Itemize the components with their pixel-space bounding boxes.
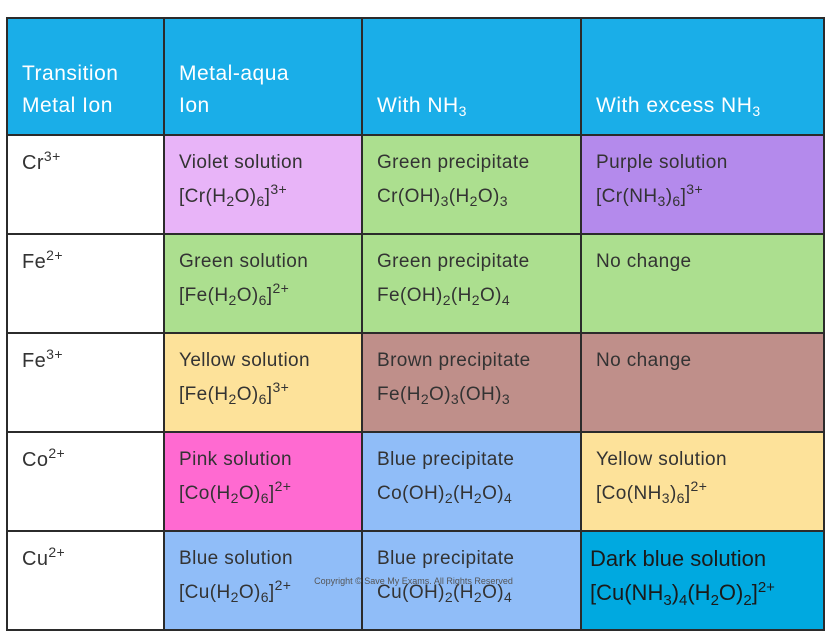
metal-ion: Cu2+ — [22, 544, 66, 570]
excess-cell: No change — [580, 332, 825, 433]
observation: Blue precipitate — [377, 449, 515, 470]
complex-formula: [Co(NH3)6]2+ — [596, 478, 708, 507]
complex-formula: Cr(OH)3(H2O)3 — [377, 186, 508, 210]
excess-cell: No change — [580, 233, 825, 334]
nh3-cell: Brown precipitate Fe(H2O)3(OH)3 — [361, 332, 582, 433]
excess-cell: Yellow solution [Co(NH3)6]2+ — [580, 431, 825, 532]
metal-ion-cell: Fe2+ — [6, 233, 165, 334]
complex-formula: [Co(H2O)6]2+ — [179, 478, 292, 507]
observation: Purple solution — [596, 152, 728, 173]
observation: No change — [596, 350, 692, 371]
metal-ion-cell: Fe3+ — [6, 332, 165, 433]
excess-cell: Purple solution [Cr(NH3)6]3+ — [580, 134, 825, 235]
complex-formula: [Cr(H2O)6]3+ — [179, 181, 288, 210]
observation: Green solution — [179, 251, 309, 272]
observation: Green precipitate — [377, 251, 530, 272]
metal-ion: Fe3+ — [22, 346, 63, 372]
complex-formula: [Fe(H2O)6]2+ — [179, 280, 290, 309]
header-text: With excess NH3 — [596, 94, 761, 120]
observation: Brown precipitate — [377, 350, 531, 371]
metal-ion: Fe2+ — [22, 247, 63, 273]
header-line: Ion — [179, 94, 210, 117]
observation: Green precipitate — [377, 152, 530, 173]
metal-ion: Co2+ — [22, 445, 66, 471]
complex-formula: [Cr(NH3)6]3+ — [596, 181, 704, 210]
complex-formula: Co(OH)2(H2O)4 — [377, 483, 513, 507]
metal-ion: Cr3+ — [22, 148, 61, 174]
aqua-cell: Violet solution [Cr(H2O)6]3+ — [163, 134, 363, 235]
nh3-cell: Green precipitate Fe(OH)2(H2O)4 — [361, 233, 582, 334]
complex-formula: [Fe(H2O)6]3+ — [179, 379, 290, 408]
observation: Violet solution — [179, 152, 303, 173]
aqua-cell: Pink solution [Co(H2O)6]2+ — [163, 431, 363, 532]
aqua-cell: Yellow solution [Fe(H2O)6]3+ — [163, 332, 363, 433]
header-transition-metal-ion: Transition Metal Ion — [6, 17, 165, 136]
copyright-notice: Copyright © Save My Exams. All Rights Re… — [314, 576, 513, 586]
nh3-cell: Blue precipitate Co(OH)2(H2O)4 — [361, 431, 582, 532]
header-row: Transition Metal Ion Metal-aqua Ion With N… — [6, 17, 825, 136]
transition-metal-ammonia-table: Transition Metal Ion Metal-aqua Ion With N… — [6, 17, 825, 631]
header-line: Transition — [22, 62, 119, 85]
observation: Yellow solution — [596, 449, 727, 470]
table-row: Fe2+ Green solution [Fe(H2O)6]2+ Green prec… — [6, 233, 825, 334]
nh3-cell: Green precipitate Cr(OH)3(H2O)3 — [361, 134, 582, 235]
header-metal-aqua-ion: Metal-aqua Ion — [163, 17, 363, 136]
table-row: Cr3+ Violet solution [Cr(H2O)6]3+ Green pre… — [6, 134, 825, 235]
header-with-excess-nh3: With excess NH3 — [580, 17, 825, 136]
observation: Blue solution — [179, 548, 293, 569]
table-row: Co2+ Pink solution [Co(H2O)6]2+ Blue precip… — [6, 431, 825, 532]
metal-ion-cell: Co2+ — [6, 431, 165, 532]
observation: Dark blue solution — [590, 546, 767, 571]
complex-formula: Fe(H2O)3(OH)3 — [377, 384, 511, 408]
header-line: Metal Ion — [22, 94, 113, 117]
observation: No change — [596, 251, 692, 272]
observation: Yellow solution — [179, 350, 310, 371]
table-row: Fe3+ Yellow solution [Fe(H2O)6]3+ Brown pre… — [6, 332, 825, 433]
aqua-cell: Green solution [Fe(H2O)6]2+ — [163, 233, 363, 334]
metal-ion-cell: Cr3+ — [6, 134, 165, 235]
header-with-nh3: With NH3 — [361, 17, 582, 136]
observation: Blue precipitate — [377, 548, 515, 569]
observation: Pink solution — [179, 449, 292, 470]
complex-formula: Fe(OH)2(H2O)4 — [377, 285, 511, 309]
header-text: With NH3 — [377, 94, 467, 120]
header-line: Metal-aqua — [179, 62, 290, 85]
